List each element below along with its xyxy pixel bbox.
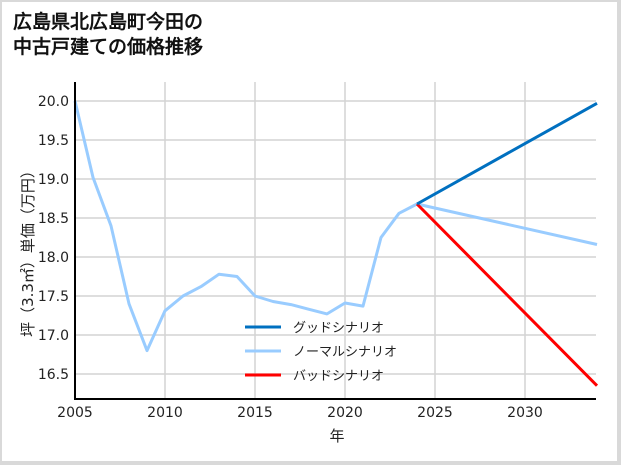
history-line — [73, 100, 418, 353]
y-tick-label: 18.5 — [38, 211, 69, 227]
title-line-1: 広島県北広島町今田の — [13, 11, 204, 33]
y-tick-label: 19.5 — [38, 133, 69, 149]
x-tick-label: 2005 — [57, 405, 93, 421]
axes — [74, 82, 596, 400]
legend-label: グッドシナリオ — [293, 321, 384, 336]
chart-title: 広島県北広島町今田の 中古戸建ての価格推移 — [13, 10, 203, 60]
data-lines — [73, 100, 599, 387]
y-tick-label: 16.5 — [38, 367, 69, 383]
x-tick-label: 2030 — [507, 405, 543, 421]
y-tick-label: 17.5 — [38, 289, 69, 305]
y-tick-label: 19.0 — [38, 172, 69, 188]
y-tick-label: 18.0 — [38, 250, 69, 266]
x-tick-label: 2010 — [147, 405, 183, 421]
scenario-line — [416, 101, 598, 206]
legend-label: バッドシナリオ — [293, 369, 384, 384]
x-axis-label: 年 — [329, 427, 344, 445]
scenario-line — [415, 202, 599, 387]
scenario-line — [416, 202, 598, 246]
gridlines — [75, 82, 596, 399]
y-axis-label: 坪（3.3㎡）単価（万円） — [19, 163, 37, 337]
title-line-2: 中古戸建ての価格推移 — [13, 36, 204, 58]
chart-frame — [2, 2, 617, 461]
y-tick-label: 20.0 — [38, 94, 69, 110]
x-tick-label: 2020 — [327, 405, 363, 421]
legend-label: ノーマルシナリオ — [293, 345, 397, 360]
x-tick-label: 2015 — [237, 405, 273, 421]
y-tick-label: 17.0 — [38, 328, 69, 344]
tick-labels: 16.5 17.0 17.5 18.0 18.5 19.0 19.5 20.0 2005 2010… — [38, 94, 543, 421]
x-tick-label: 2025 — [417, 405, 453, 421]
